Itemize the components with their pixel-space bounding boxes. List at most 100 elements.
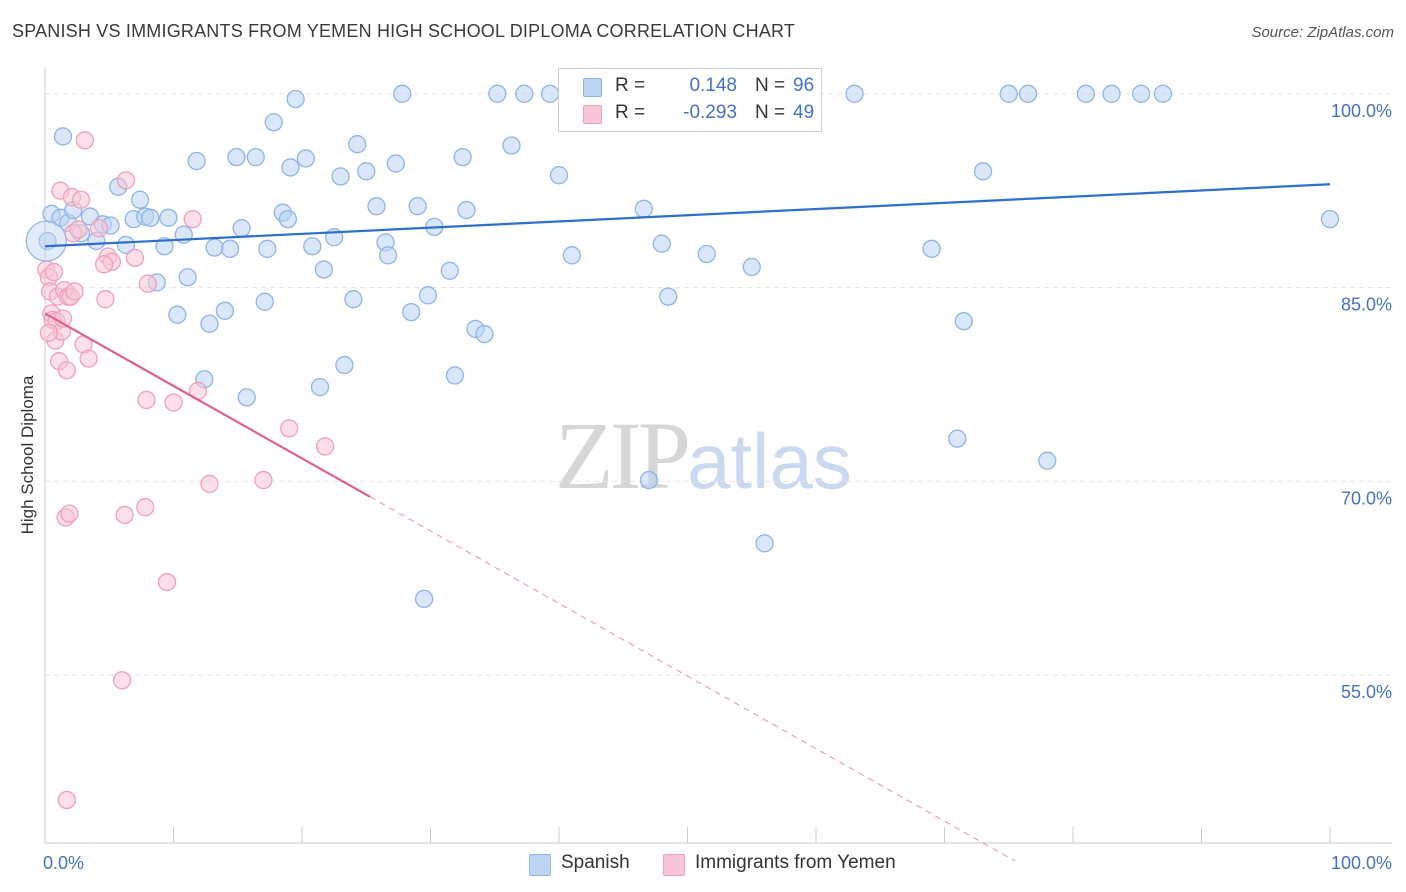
- spanish-point: [53, 127, 73, 146]
- spanish-point: [948, 429, 967, 448]
- yemen-point: [112, 671, 132, 690]
- spanish-point: [159, 208, 178, 227]
- spanish-point: [215, 301, 235, 320]
- spanish-point: [755, 534, 774, 553]
- legend-n-label: N =: [755, 102, 786, 123]
- yemen-point: [57, 361, 76, 380]
- stats-legend: R = 0.148 N = 96 R = -0.293 N = 49: [558, 68, 822, 132]
- spanish-point: [475, 324, 494, 344]
- spanish-point: [344, 290, 363, 309]
- yemen-point: [65, 282, 84, 301]
- spanish-point: [187, 151, 206, 171]
- y-tick-label: 70.0%: [1341, 488, 1392, 508]
- spanish-point: [116, 235, 136, 255]
- spanish-point: [386, 154, 405, 173]
- spanish-point: [414, 589, 434, 609]
- yemen-point: [75, 131, 94, 150]
- spanish-point: [281, 158, 300, 177]
- spanish-point: [1153, 84, 1173, 103]
- legend-n-label: N =: [755, 75, 786, 96]
- spanish-point: [488, 84, 507, 103]
- yemen-point: [183, 209, 202, 229]
- spanish-point: [227, 147, 246, 167]
- spanish-point: [314, 260, 333, 279]
- yemen-point: [94, 255, 114, 274]
- legend-r-value: 0.148: [689, 75, 737, 96]
- spanish-point: [652, 234, 671, 253]
- spanish-point: [286, 89, 305, 109]
- spanish-point: [408, 197, 427, 216]
- axes: [44, 68, 1392, 844]
- legend-r-label: R =: [615, 75, 646, 96]
- watermark-zip: ZIP: [555, 402, 691, 509]
- spanish-point: [515, 84, 534, 103]
- spanish-point: [237, 388, 256, 407]
- spanish-point: [303, 237, 322, 256]
- spanish-point: [258, 239, 277, 258]
- yemen-point: [69, 220, 88, 239]
- spanish-point: [232, 219, 251, 238]
- spanish-point: [168, 305, 187, 324]
- spanish-point: [205, 238, 224, 257]
- spanish-point: [549, 166, 569, 185]
- spanish-point: [335, 355, 354, 375]
- series-label-yemen: Immigrants from Yemen: [695, 852, 896, 873]
- yemen-point: [115, 505, 134, 525]
- spanish-point: [540, 84, 560, 103]
- spanish-point: [845, 84, 864, 103]
- x-ticks: [173, 827, 1331, 843]
- x-tick-label: 100.0%: [1331, 853, 1392, 873]
- spanish-point: [742, 257, 761, 277]
- yemen-point: [138, 274, 157, 293]
- yemen-point: [164, 393, 183, 412]
- spanish-point: [246, 147, 265, 167]
- spanish-point: [1320, 209, 1340, 229]
- spanish-point: [973, 162, 993, 181]
- legend-n-value: 96: [793, 75, 815, 96]
- spanish-point: [348, 135, 367, 154]
- trend-lines: [44, 183, 1331, 862]
- spanish-point: [502, 136, 521, 155]
- yemen-point: [39, 323, 59, 342]
- spanish-point: [367, 197, 386, 216]
- yemen-point: [200, 474, 219, 494]
- spanish-point: [562, 246, 581, 265]
- legend-r-value: -0.293: [683, 102, 737, 123]
- yemen-trend-line: [44, 312, 371, 498]
- yemen-point: [89, 219, 109, 238]
- watermark-atlas: atlas: [687, 417, 852, 505]
- spanish-point: [178, 268, 197, 287]
- chart-title: SPANISH VS IMMIGRANTS FROM YEMEN HIGH SC…: [12, 21, 796, 41]
- yemen-point: [79, 349, 98, 368]
- spanish-point: [357, 162, 376, 181]
- yemen-point: [60, 504, 79, 523]
- spanish-point: [922, 239, 941, 258]
- y-tick-label: 100.0%: [1331, 101, 1392, 121]
- spanish-point: [1038, 451, 1057, 470]
- spanish-point: [639, 470, 659, 490]
- legend-r-label: R =: [615, 102, 646, 123]
- spanish-point: [200, 314, 219, 333]
- spanish-point: [954, 312, 973, 331]
- spanish-point: [697, 244, 716, 264]
- spanish-point: [130, 190, 150, 209]
- grid-lines: [45, 93, 1392, 676]
- spanish-trend-line: [44, 183, 1331, 248]
- spanish-point: [1131, 84, 1151, 103]
- series-swatch-yemen: [663, 854, 685, 876]
- spanish-point: [378, 246, 398, 265]
- spanish-cluster-point: [25, 220, 67, 262]
- spanish-point: [445, 366, 465, 385]
- x-tick-labels: 0.0% 100.0%: [43, 853, 1392, 873]
- spanish-point: [453, 147, 472, 167]
- spanish-point: [264, 113, 283, 132]
- legend-swatch-spanish: [583, 78, 602, 97]
- series-label-spanish: Spanish: [561, 852, 630, 873]
- spanish-point: [1102, 84, 1121, 103]
- series-swatch-spanish: [529, 854, 551, 876]
- spanish-point: [296, 149, 316, 168]
- spanish-point: [402, 302, 421, 322]
- spanish-point: [220, 239, 240, 258]
- yemen-point: [44, 262, 64, 282]
